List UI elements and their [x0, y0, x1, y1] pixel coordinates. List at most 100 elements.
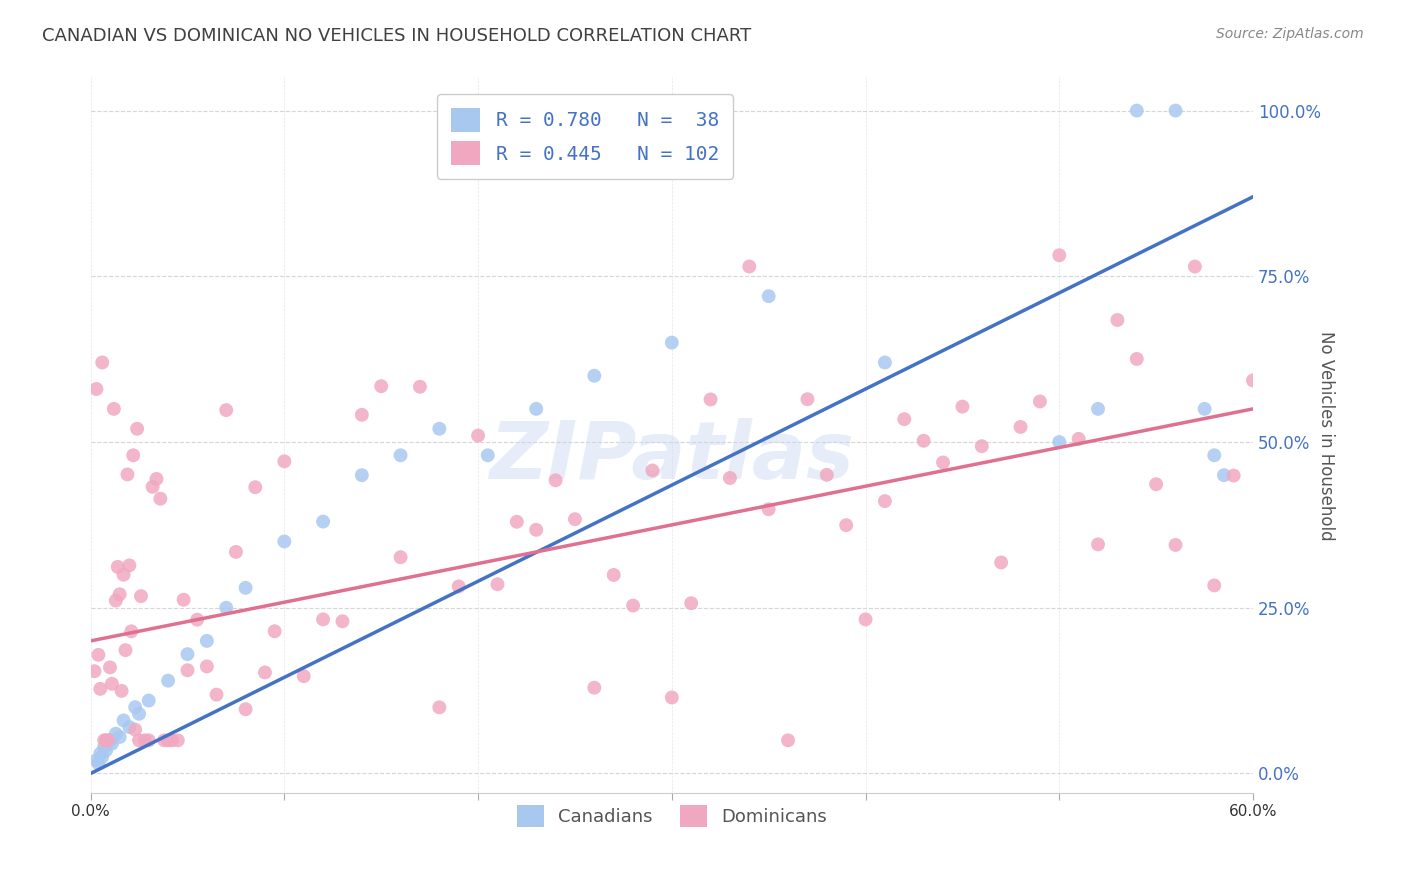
Point	[1339, 510, 1361, 524]
Point	[273, 454, 295, 468]
Point	[292, 669, 315, 683]
Point	[1029, 394, 1052, 409]
Point	[138, 733, 160, 747]
Point	[477, 448, 499, 462]
Point	[157, 733, 180, 747]
Point	[641, 463, 664, 477]
Point	[87, 756, 110, 771]
Point	[544, 473, 567, 487]
Point	[486, 577, 509, 591]
Point	[1194, 401, 1216, 416]
Point	[87, 648, 110, 662]
Point	[94, 743, 117, 757]
Point	[350, 468, 373, 483]
Point	[1126, 103, 1149, 118]
Legend: Canadians, Dominicans: Canadians, Dominicans	[509, 798, 834, 834]
Point	[873, 355, 896, 369]
Point	[117, 467, 139, 482]
Point	[128, 706, 150, 721]
Point	[98, 660, 121, 674]
Point	[1281, 412, 1303, 426]
Point	[108, 730, 131, 744]
Point	[427, 422, 450, 436]
Point	[409, 380, 432, 394]
Point	[93, 733, 115, 747]
Point	[118, 720, 141, 734]
Point	[447, 579, 470, 593]
Point	[142, 480, 165, 494]
Point	[1010, 420, 1032, 434]
Point	[245, 480, 267, 494]
Point	[1087, 401, 1109, 416]
Point	[855, 612, 877, 626]
Point	[602, 568, 624, 582]
Point	[118, 558, 141, 573]
Point	[253, 665, 276, 680]
Point	[758, 289, 780, 303]
Text: ZIPatlas: ZIPatlas	[489, 417, 855, 496]
Point	[108, 587, 131, 601]
Point	[1222, 468, 1244, 483]
Point	[912, 434, 935, 448]
Point	[1204, 578, 1226, 592]
Point	[893, 412, 915, 426]
Point	[97, 733, 120, 747]
Point	[661, 335, 683, 350]
Point	[427, 700, 450, 714]
Point	[186, 613, 208, 627]
Point	[1067, 432, 1090, 446]
Point	[1358, 440, 1381, 454]
Point	[93, 739, 115, 754]
Point	[524, 523, 547, 537]
Y-axis label: No Vehicles in Household: No Vehicles in Household	[1317, 331, 1334, 541]
Point	[160, 733, 183, 747]
Point	[1164, 538, 1187, 552]
Point	[114, 643, 136, 657]
Point	[1107, 313, 1129, 327]
Point	[699, 392, 721, 407]
Point	[1087, 537, 1109, 551]
Point	[89, 681, 111, 696]
Point	[273, 534, 295, 549]
Point	[173, 592, 195, 607]
Point	[350, 408, 373, 422]
Point	[83, 664, 105, 678]
Point	[104, 727, 127, 741]
Point	[738, 260, 761, 274]
Point	[195, 633, 218, 648]
Point	[1047, 248, 1070, 262]
Point	[122, 448, 145, 462]
Point	[312, 612, 335, 626]
Point	[138, 693, 160, 707]
Point	[990, 556, 1012, 570]
Point	[86, 382, 108, 396]
Text: 60.0%: 60.0%	[1229, 804, 1277, 819]
Point	[621, 599, 644, 613]
Point	[524, 401, 547, 416]
Point	[101, 737, 124, 751]
Point	[1184, 260, 1206, 274]
Point	[149, 491, 172, 506]
Point	[718, 471, 741, 485]
Point	[1164, 103, 1187, 118]
Point	[758, 502, 780, 516]
Point	[166, 733, 188, 747]
Point	[225, 545, 247, 559]
Point	[1301, 341, 1323, 355]
Point	[873, 494, 896, 508]
Point	[112, 567, 135, 582]
Point	[176, 647, 198, 661]
Point	[153, 733, 176, 747]
Point	[1241, 373, 1264, 387]
Point	[263, 624, 285, 639]
Point	[312, 515, 335, 529]
Point	[124, 700, 146, 714]
Point	[1047, 435, 1070, 450]
Point	[952, 400, 974, 414]
Point	[564, 512, 586, 526]
Point	[332, 614, 354, 628]
Point	[157, 673, 180, 688]
Point	[776, 733, 799, 747]
Point	[815, 467, 838, 482]
Point	[86, 753, 108, 767]
